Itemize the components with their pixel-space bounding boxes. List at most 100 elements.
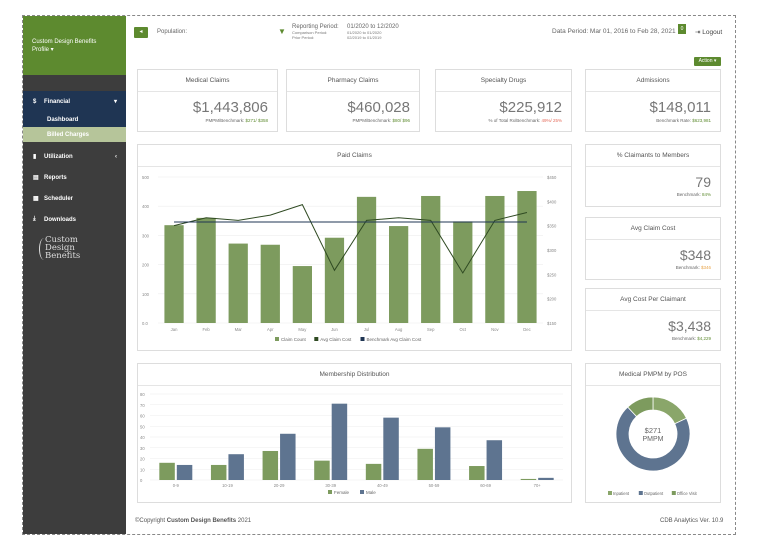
- sidebar-item-reports[interactable]: ▤ Reports: [23, 167, 126, 188]
- bar-female: [210, 464, 227, 480]
- avg-claim-cost-card: Avg Claim Cost $348 Benchmark: $346: [585, 217, 721, 280]
- kpi-subtext: % of Total Rx/Benchmark: 49%/ 25%: [436, 118, 571, 123]
- bar-female: [159, 462, 175, 480]
- reporting-period-value: 01/2020 to 12/2020: [347, 24, 399, 30]
- bar-claim-count: [292, 266, 312, 323]
- card-title: % Claimants to Members: [586, 145, 720, 167]
- legend-swatch: [608, 491, 612, 495]
- x-tick-label: Jul: [364, 327, 369, 332]
- x-tick-label: Dec: [523, 327, 530, 332]
- specialty-drugs-card: Specialty Drugs $225,912 % of Total Rx/B…: [435, 69, 572, 132]
- pharmacy-claims-card: Pharmacy Claims $460,028 PMPM/Benchmark:…: [286, 69, 420, 132]
- y2-tick-label: $150: [547, 321, 557, 326]
- x-tick-label: Feb: [203, 327, 211, 332]
- y2-tick-label: $300: [547, 248, 557, 253]
- legend-swatch: [314, 337, 319, 341]
- paid-claims-chart: 0.0 100 200 300 400 500 $150 $200 $250 $300 $350 $4…: [142, 175, 557, 342]
- x-tick-label: Aug: [395, 327, 403, 332]
- kpi-value: $460,028: [347, 99, 410, 116]
- x-tick-label: 60-69: [480, 483, 491, 488]
- prior-period-value: 02/2019 to 01/2019: [347, 35, 382, 40]
- y-tick-label: 70: [140, 403, 145, 408]
- y-tick-label: 400: [142, 204, 150, 209]
- action-button[interactable]: Action ▾: [694, 57, 721, 66]
- page-frame: [22, 15, 736, 535]
- sidebar-item-scheduler[interactable]: ▦ Scheduler: [23, 188, 126, 209]
- x-tick-label: 10-19: [222, 483, 233, 488]
- comparison-period-label: Comparison Period:: [292, 30, 328, 35]
- x-tick-label: Jun: [331, 327, 338, 332]
- bar-female: [469, 466, 485, 480]
- paid-claims-card: Paid Claims 0.0 100 200 300 400 500 $150 $200 $2…: [137, 144, 572, 351]
- logout-button[interactable]: ⇥ Logout: [695, 28, 722, 36]
- back-button[interactable]: ◂: [134, 27, 148, 38]
- profile-menu[interactable]: Custom Design Benefits Profile ▾: [23, 16, 126, 75]
- kpi-sub-value: $80/ $96: [392, 118, 410, 123]
- sidebar-item-billed-charges[interactable]: Billed Charges: [23, 127, 126, 142]
- kpi-sub-value: $346: [700, 265, 711, 270]
- legend-swatch: [671, 491, 676, 495]
- chart-title: Paid Claims: [138, 145, 571, 167]
- bar-claim-count: [389, 226, 409, 323]
- y-tick-label: 20: [140, 457, 145, 462]
- admissions-card: Admissions $148,011 Benchmark Rate: $623…: [585, 69, 721, 132]
- sidebar-item-label: Scheduler: [44, 195, 74, 202]
- comparison-period-value: 01/2020 to 01/2020: [347, 30, 382, 35]
- footer-copyright: ©Copyright Custom Design Benefits 2021: [135, 518, 251, 524]
- legend-label: Benchmark Avg Claim Cost: [367, 337, 422, 342]
- kpi-sub-label: Benchmark Rate:: [656, 118, 691, 123]
- prior-period-label: Prior Period:: [292, 35, 315, 40]
- population-label[interactable]: Population:: [157, 29, 188, 35]
- card-title: Pharmacy Claims: [287, 70, 419, 92]
- bar-claim-count: [324, 237, 345, 323]
- dollar-icon: $: [33, 98, 37, 105]
- kpi-subtext: Benchmark: $4,229: [586, 336, 720, 341]
- sidebar-item-utilization[interactable]: ▮ Utilization ‹: [23, 146, 126, 167]
- card-title: Admissions: [586, 70, 720, 92]
- reporting-period-label: Reporting Period:: [292, 24, 339, 30]
- chevron-down-icon: ▾: [113, 99, 117, 105]
- kpi-subtext: PMPM/Benchmark: $271/ $358: [138, 118, 277, 123]
- chevron-left-icon: ‹: [115, 153, 117, 160]
- medical-claims-card: Medical Claims $1,443,806 PMPM/Benchmark…: [137, 69, 278, 132]
- legend-swatch: [328, 490, 332, 494]
- kpi-value: $1,443,806: [192, 99, 268, 116]
- data-period: Data Period: Mar 01, 2016 to Feb 28, 202…: [552, 28, 676, 35]
- legend-label: Claim Count: [281, 337, 307, 342]
- x-tick-label: 40-49: [377, 483, 388, 488]
- y-tick-label: 0.0: [142, 321, 148, 326]
- card-title: Medical Claims: [138, 70, 277, 92]
- filter-icon[interactable]: ▼: [278, 27, 286, 36]
- kpi-sub-value: $4,229: [697, 336, 711, 341]
- y2-tick-label: $450: [547, 175, 557, 180]
- donut-center-value: $271: [645, 426, 662, 435]
- logout-icon: ⇥: [695, 29, 701, 36]
- y-tick-label: 100: [142, 292, 150, 297]
- logout-label: Logout: [702, 29, 723, 36]
- membership-chart: 0 10 20 30 40 50 60 70 80 0-9 10-19 20-29 30-39 40-49…: [140, 392, 563, 495]
- legend-label: Office Visit: [677, 491, 698, 496]
- claimants-card: % Claimants to Members 79 Benchmark: 84%: [585, 144, 721, 207]
- membership-card: Membership Distribution 0 10 20 30 40 50 60 70 8…: [137, 363, 572, 503]
- x-tick-label: 20-29: [274, 483, 285, 488]
- x-tick-label: 30-39: [325, 483, 336, 488]
- sidebar-item-downloads[interactable]: ⤓ Downloads: [23, 209, 126, 230]
- notification-badge[interactable]: 0: [678, 24, 686, 34]
- donut-slice-outpatient: [615, 406, 691, 472]
- card-title: Avg Claim Cost: [586, 218, 720, 240]
- legend-label: Female: [334, 490, 350, 495]
- sidebar-item-label: Downloads: [44, 216, 77, 223]
- download-icon: ⤓: [33, 216, 36, 222]
- sidebar-item-dashboard[interactable]: Dashboard: [23, 112, 126, 127]
- copyright-prefix: ©Copyright: [135, 518, 166, 524]
- kpi-subtext: Benchmark: $346: [586, 265, 720, 270]
- top-bar: ◂ Population: ▼ Reporting Period: Compar…: [126, 16, 735, 50]
- sidebar-item-financial[interactable]: $ Financial ▾: [23, 91, 126, 112]
- bar-female: [365, 463, 382, 480]
- x-tick-label: Oct: [460, 327, 467, 332]
- copyright-year: 2021: [237, 518, 252, 524]
- avg-cost-per-claimant-card: Avg Cost Per Claimant $3,438 Benchmark: …: [585, 288, 721, 351]
- donut-center-label: PMPM: [643, 436, 664, 443]
- y-tick-label: 50: [140, 424, 145, 429]
- chart-icon: ▮: [33, 154, 37, 160]
